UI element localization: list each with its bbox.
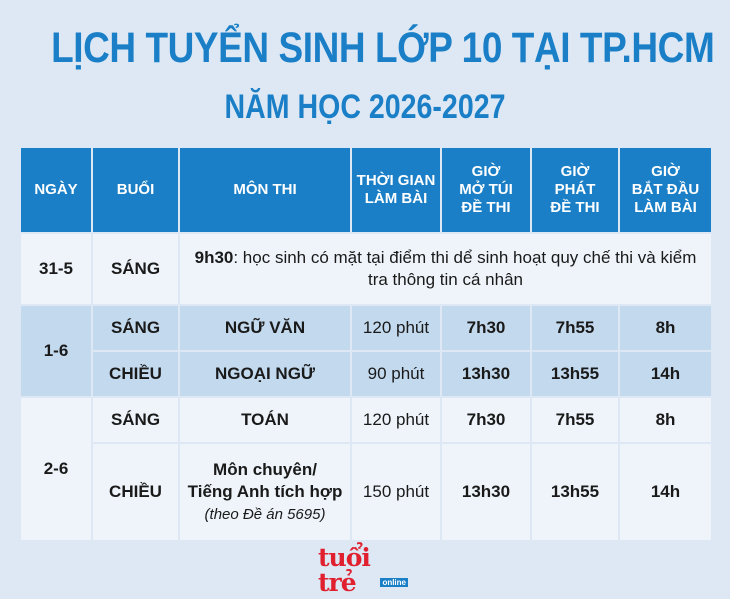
subject-cell: NGOẠI NGỮ xyxy=(180,352,350,396)
header-subject: MÔN THI xyxy=(180,148,350,232)
page-subtitle: NĂM HỌC 2026-2027 xyxy=(224,88,506,126)
session-cell: CHIỀU xyxy=(93,352,178,396)
note-time: 9h30 xyxy=(194,248,234,267)
header-duration-line2: LÀM BÀI xyxy=(364,190,428,207)
duration-cell: 150 phút xyxy=(352,444,440,540)
session-cell: SÁNG xyxy=(93,306,178,350)
header-start-line3: LÀM BÀI xyxy=(634,199,697,216)
day-cell: 31-5 xyxy=(21,234,91,304)
header-open-line2: MỞ TÚI xyxy=(459,181,513,198)
session-cell: SÁNG xyxy=(93,234,178,304)
header-duration-line1: THỜI GIAN xyxy=(356,172,436,189)
subject-line2: Tiếng Anh tích hợp xyxy=(187,481,343,501)
logo-sub-text: online xyxy=(380,578,408,587)
subject-cell: NGỮ VĂN xyxy=(180,306,350,350)
open-time-cell: 7h30 xyxy=(442,398,530,442)
header-start-line2: BẮT ĐẦU xyxy=(631,181,700,198)
table-row: 31-5 SÁNG 9h30: học sinh có mặt tại điểm… xyxy=(21,234,711,304)
tuoi-tre-logo: tuổi trẻ online xyxy=(318,545,414,595)
header-duration: THỜI GIAN LÀM BÀI xyxy=(352,148,440,232)
start-time-cell: 14h xyxy=(620,352,711,396)
header-distribute-line3: ĐỀ THI xyxy=(550,199,600,216)
subject-line1: Môn chuyên/ xyxy=(213,459,317,479)
orientation-note: 9h30: học sinh có mặt tại điểm thi dể si… xyxy=(180,234,711,304)
exam-schedule-table: NGÀY BUỔI MÔN THI THỜI GIAN LÀM BÀI GIỜ … xyxy=(19,146,713,542)
duration-cell: 120 phút xyxy=(352,398,440,442)
table-header-row: NGÀY BUỔI MÔN THI THỜI GIAN LÀM BÀI GIỜ … xyxy=(21,148,711,232)
note-text: : học sinh có mặt tại điểm thi dể sinh h… xyxy=(233,248,697,289)
start-time-cell: 8h xyxy=(620,398,711,442)
header-distribute-line2: PHÁT xyxy=(554,181,596,198)
table-row: 1-6 SÁNG NGỮ VĂN 120 phút 7h30 7h55 8h xyxy=(21,306,711,396)
subject-cell: TOÁN xyxy=(180,398,350,442)
table-row: CHIỀU Môn chuyên/ Tiếng Anh tích hợp (th… xyxy=(21,444,711,540)
session-cell: SÁNG xyxy=(93,398,178,442)
duration-cell: 90 phút xyxy=(352,352,440,396)
header-distribute: GIỜ PHÁT ĐỀ THI xyxy=(532,148,618,232)
logo-main-text: tuổi trẻ xyxy=(318,543,371,597)
open-time-cell: 13h30 xyxy=(442,352,530,396)
header-start: GIỜ BẮT ĐẦU LÀM BÀI xyxy=(620,148,711,232)
open-time-cell: 7h30 xyxy=(442,306,530,350)
header-day: NGÀY xyxy=(21,148,91,232)
start-time-cell: 8h xyxy=(620,306,711,350)
day-cell: 2-6 xyxy=(21,398,91,540)
open-time-cell: 13h30 xyxy=(442,444,530,540)
distribute-time-cell: 7h55 xyxy=(532,306,618,350)
distribute-time-cell: 13h55 xyxy=(532,444,618,540)
header-distribute-line1: GIỜ xyxy=(560,163,590,180)
table-row: 2-6 SÁNG TOÁN 120 phút 7h30 7h55 8h xyxy=(21,398,711,540)
distribute-time-cell: 7h55 xyxy=(532,398,618,442)
session-cell: CHIỀU xyxy=(93,444,178,540)
distribute-time-cell: 13h55 xyxy=(532,352,618,396)
header-open-envelope: GIỜ MỞ TÚI ĐỀ THI xyxy=(442,148,530,232)
start-time-cell: 14h xyxy=(620,444,711,540)
subject-cell: Môn chuyên/ Tiếng Anh tích hợp (theo Đề … xyxy=(180,444,350,540)
table-row: CHIỀU NGOẠI NGỮ 90 phút 13h30 13h55 14h xyxy=(21,352,711,396)
subject-note: (theo Đề án 5695) xyxy=(204,505,326,523)
day-cell: 1-6 xyxy=(21,306,91,396)
duration-cell: 120 phút xyxy=(352,306,440,350)
header-start-line1: GIỜ xyxy=(651,163,680,180)
header-open-line1: GIỜ xyxy=(471,163,501,180)
header-open-line3: ĐỀ THI xyxy=(461,199,511,216)
page-title: LỊCH TUYỂN SINH LỚP 10 TẠI TP.HCM xyxy=(51,24,715,72)
header-session: BUỔI xyxy=(93,148,178,232)
